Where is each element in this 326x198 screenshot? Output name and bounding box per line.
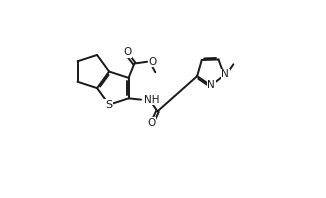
Text: NH: NH [144,95,159,105]
Text: O: O [147,118,156,128]
Text: N: N [221,69,229,79]
Text: O: O [148,57,156,67]
Text: O: O [123,47,131,57]
Text: N: N [207,80,215,89]
Text: S: S [105,100,112,110]
